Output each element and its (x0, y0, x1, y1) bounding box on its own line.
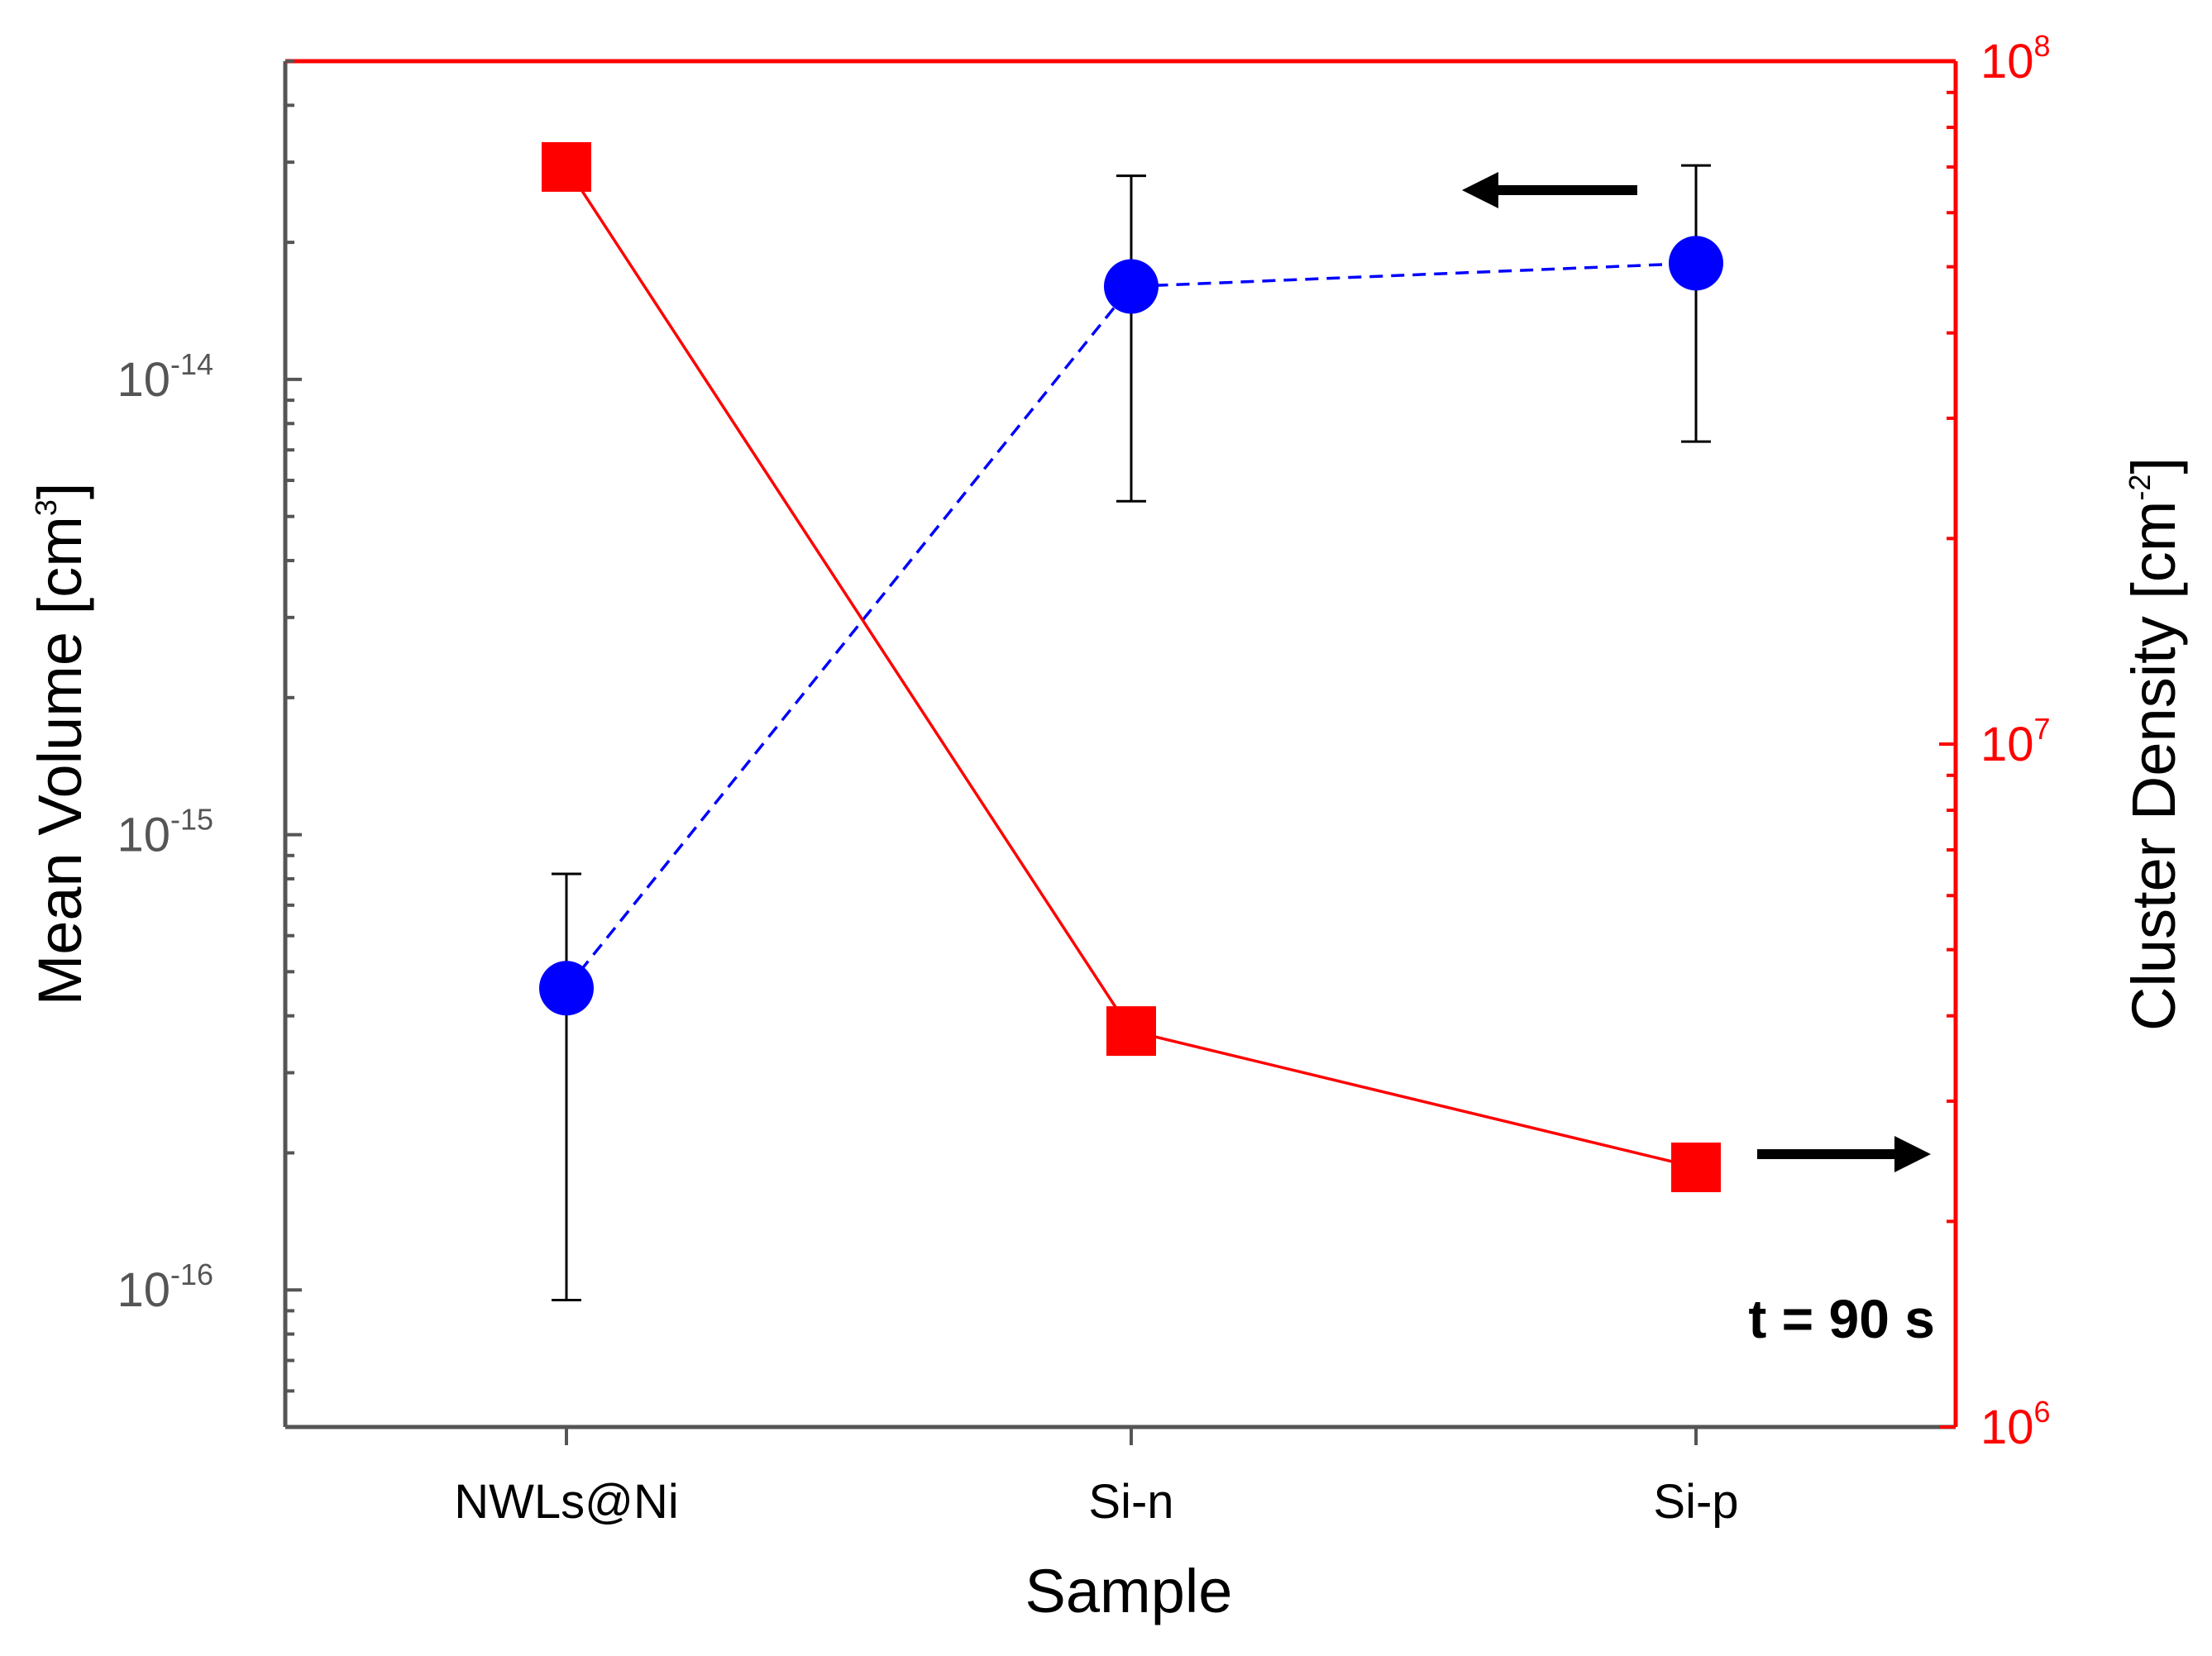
left-tick-label: 10-14 (117, 347, 213, 407)
x-axis-title: Sample (1025, 1557, 1233, 1625)
right-axis-title: Cluster Density [cm-2] (2119, 457, 2188, 1031)
right-tick-label: 107 (1980, 712, 2051, 771)
right-tick-label: 108 (1980, 29, 2051, 88)
left-tick-label: 10-15 (117, 803, 213, 862)
left-axis-title: Mean Volume [cm3] (26, 483, 94, 1006)
error-bars (552, 164, 1711, 1301)
volume-point (1669, 236, 1723, 291)
volume-point (1104, 259, 1159, 314)
density-point (1671, 1142, 1721, 1192)
x-axis-ticks: NWLs@Ni Si-n Si-p (454, 1427, 1739, 1529)
time-annotation: t = 90 s (1748, 1288, 1935, 1349)
left-tick-label: 10-16 (117, 1258, 213, 1317)
right-pointing-arrow-icon (1757, 1136, 1931, 1172)
x-tick-label: Si-p (1653, 1475, 1738, 1529)
series-line (565, 261, 1697, 990)
right-axis-ticks: 108 107 106 (1939, 29, 2051, 1454)
left-pointing-arrow-icon (1462, 172, 1637, 208)
left-axis-ticks: 10-14 10-15 10-16 (117, 60, 302, 1429)
density-point (1106, 1006, 1156, 1057)
x-tick-label: NWLs@Ni (454, 1475, 679, 1529)
x-tick-label: Si-n (1088, 1475, 1173, 1529)
data-markers (539, 141, 1723, 1192)
density-point (542, 141, 591, 192)
right-tick-label: 106 (1980, 1395, 2051, 1454)
volume-point (539, 961, 594, 1016)
